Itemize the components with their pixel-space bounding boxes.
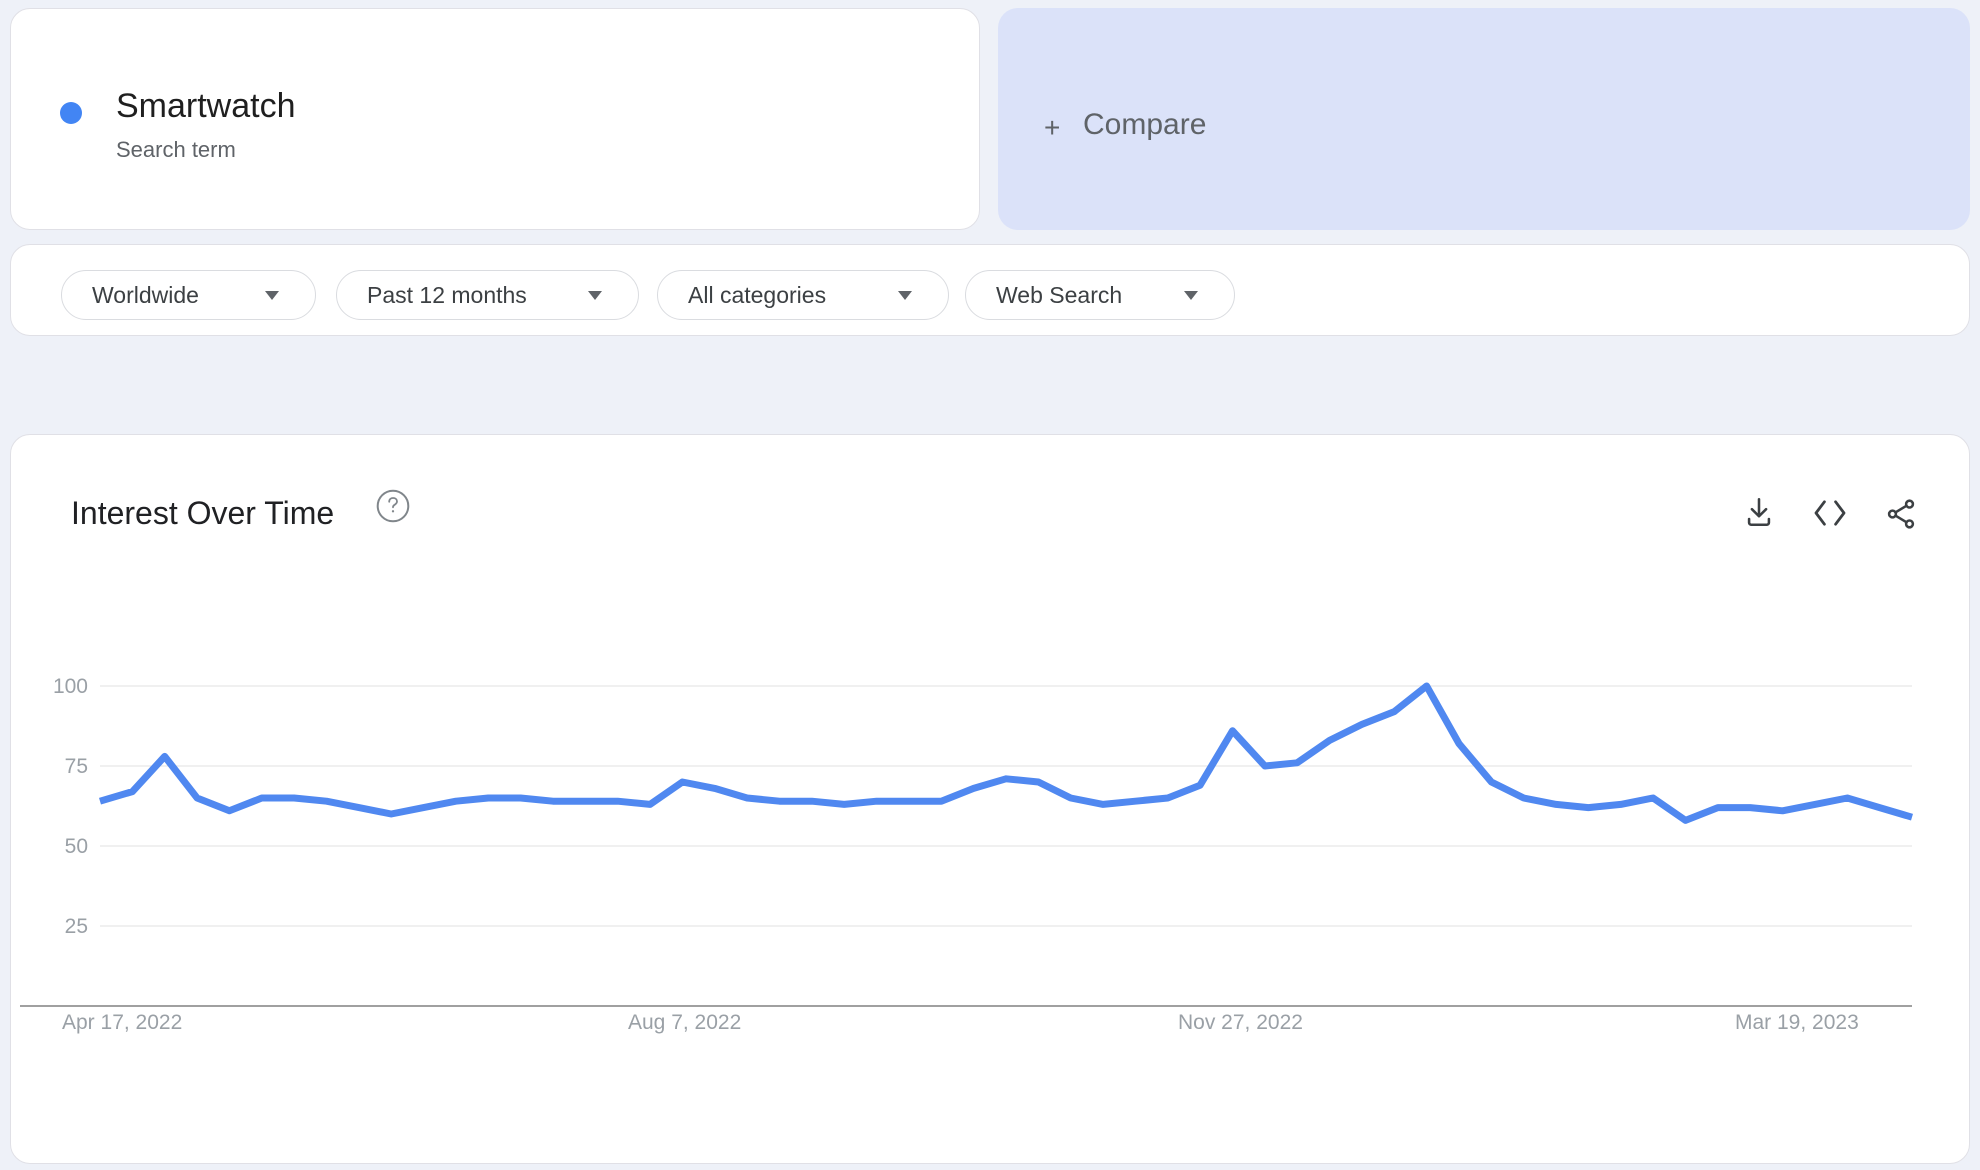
svg-text:Nov 27, 2022: Nov 27, 2022 — [1178, 1011, 1303, 1034]
svg-text:50: 50 — [65, 835, 88, 858]
svg-text:25: 25 — [65, 915, 88, 938]
svg-text:100: 100 — [53, 675, 88, 698]
svg-text:Mar 19, 2023: Mar 19, 2023 — [1735, 1011, 1859, 1034]
svg-text:Apr 17, 2022: Apr 17, 2022 — [62, 1011, 182, 1034]
svg-text:Aug 7, 2022: Aug 7, 2022 — [628, 1011, 741, 1034]
svg-text:75: 75 — [65, 755, 88, 778]
